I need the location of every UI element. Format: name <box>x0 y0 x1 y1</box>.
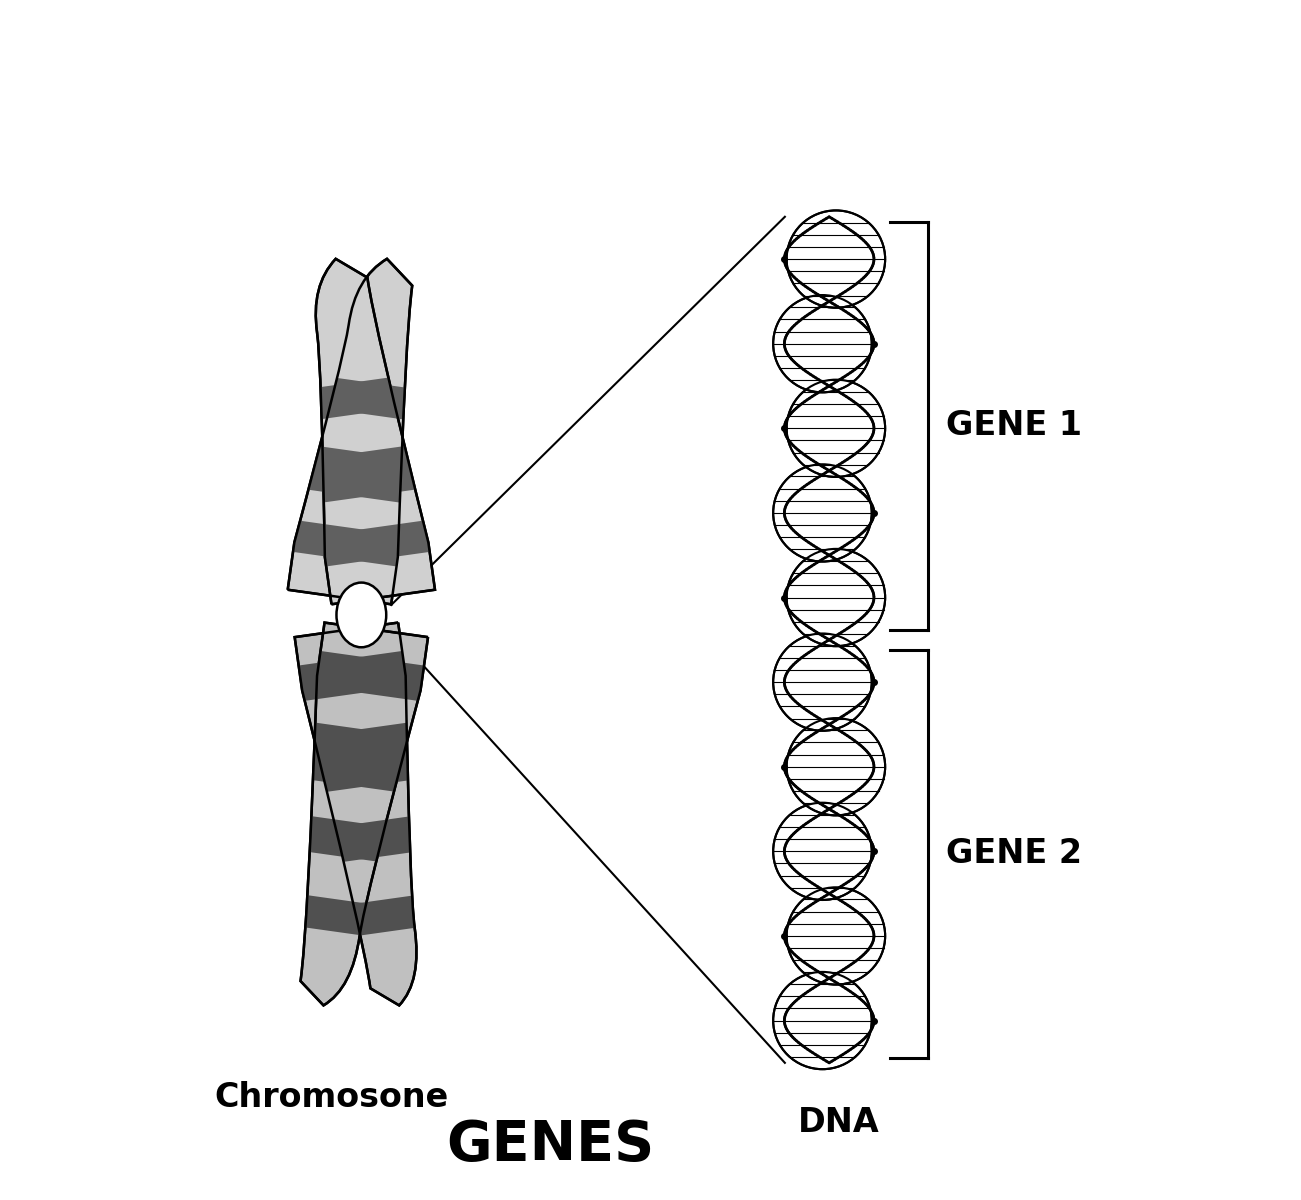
PathPatch shape <box>306 444 425 504</box>
Ellipse shape <box>787 379 885 476</box>
PathPatch shape <box>297 374 415 422</box>
Text: GENE 1: GENE 1 <box>946 409 1082 443</box>
Ellipse shape <box>773 634 872 731</box>
Ellipse shape <box>787 887 885 984</box>
Ellipse shape <box>773 295 872 392</box>
PathPatch shape <box>316 814 436 865</box>
Ellipse shape <box>773 803 872 900</box>
PathPatch shape <box>316 259 435 605</box>
PathPatch shape <box>298 721 419 794</box>
PathPatch shape <box>308 374 427 422</box>
PathPatch shape <box>301 623 428 1006</box>
PathPatch shape <box>297 444 416 504</box>
Text: GENE 2: GENE 2 <box>946 838 1082 870</box>
Text: Chromosone: Chromosone <box>215 1081 449 1114</box>
PathPatch shape <box>311 650 429 702</box>
Ellipse shape <box>787 210 885 307</box>
PathPatch shape <box>294 623 416 1006</box>
Ellipse shape <box>337 582 386 647</box>
PathPatch shape <box>288 814 406 865</box>
Ellipse shape <box>773 972 872 1069</box>
PathPatch shape <box>316 520 435 568</box>
Text: GENES: GENES <box>446 1118 654 1172</box>
Ellipse shape <box>787 548 885 646</box>
PathPatch shape <box>277 892 396 940</box>
PathPatch shape <box>328 892 446 940</box>
Ellipse shape <box>787 718 885 815</box>
Ellipse shape <box>773 464 872 562</box>
PathPatch shape <box>288 259 412 605</box>
PathPatch shape <box>303 721 425 794</box>
PathPatch shape <box>288 520 406 568</box>
PathPatch shape <box>294 650 412 702</box>
Text: DNA: DNA <box>799 1106 879 1139</box>
